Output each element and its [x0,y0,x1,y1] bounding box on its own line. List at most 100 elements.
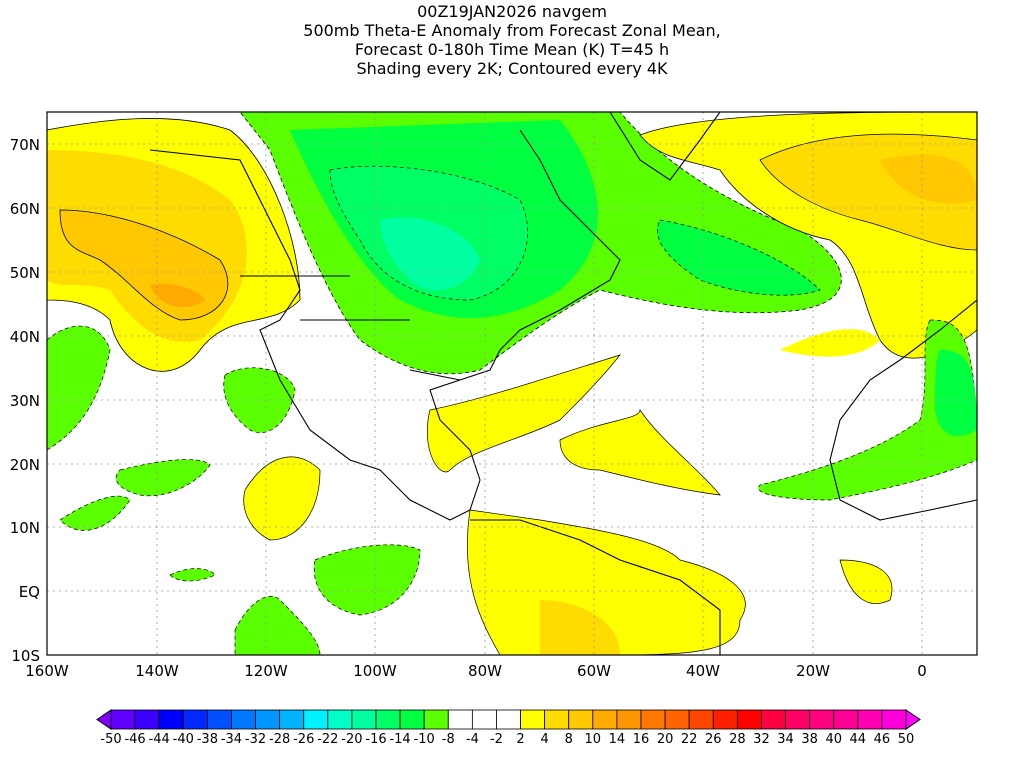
colorbar-swatch [761,709,786,730]
colorbar-label: 34 [777,732,794,747]
map-title: 00Z19JAN2026 navgem 500mb Theta-E Anomal… [0,2,1024,78]
colorbar-swatch [785,709,811,730]
colorbar-swatch [134,709,160,730]
colorbar-label: 4 [540,732,548,747]
colorbar-swatch [182,709,208,730]
lon-label: 0 [917,662,927,680]
colorbar-swatch [857,709,883,730]
lon-label: 120W [244,662,288,680]
colorbar-label: -32 [245,732,266,747]
colorbar-label: 26 [705,732,722,747]
colorbar-swatch [303,709,329,730]
colorbar-arrow-low [96,709,112,730]
colorbar-label: -44 [149,732,170,747]
colorbar-label: 22 [681,732,698,747]
colorbar-swatch [616,709,642,730]
colorbar-label: 50 [898,732,915,747]
colorbar-swatch [447,709,473,730]
colorbar-swatch [471,709,497,730]
colorbar-swatch [520,709,546,730]
colorbar-swatch [712,709,738,730]
colorbar-swatch [158,709,184,730]
coastlines [149,112,977,655]
colorbar-swatch [592,709,618,730]
lon-labels: 160W 140W 120W 100W 80W 60W 40W 20W 0 [25,662,927,680]
lat-label: 60N [10,200,40,218]
lon-label: 80W [468,662,502,680]
colorbar-swatch [809,709,835,730]
lon-label: 60W [577,662,611,680]
title-line-2: 500mb Theta-E Anomaly from Forecast Zona… [303,21,721,40]
colorbar-swatch [399,709,425,730]
lon-label: 100W [353,662,397,680]
colorbar-label: -26 [293,732,314,747]
lon-label: 140W [135,662,179,680]
colorbar-label: 38 [801,732,818,747]
map-frame [46,111,978,656]
colorbar-label: 8 [565,732,573,747]
colorbar-label: 46 [874,732,891,747]
colorbar-label: -16 [365,732,386,747]
lon-label: 40W [686,662,720,680]
colorbar-swatch [110,709,136,730]
colorbar-swatch [327,709,353,730]
colorbar-swatch [351,709,377,730]
colorbar-label: -46 [124,732,145,747]
lat-label: 70N [10,136,40,154]
colorbar-swatch [640,709,666,730]
colorbar-swatch [833,709,859,730]
colorbar-swatch [423,709,449,730]
lat-label: 10N [10,519,40,537]
title-line-1: 00Z19JAN2026 navgem [417,2,607,21]
colorbar-label: 40 [825,732,842,747]
colorbar-swatch [279,709,305,730]
colorbar-label: 44 [850,732,867,747]
colorbar-label: -14 [389,732,410,747]
colorbar-swatch [375,709,401,730]
colorbar-label: 16 [633,732,650,747]
colorbar-swatch [231,709,256,730]
colorbar-arrow-high [905,709,921,730]
lon-label: 20W [796,662,830,680]
colorbar-label: 14 [609,732,626,747]
colorbar-label: -4 [466,732,479,747]
shading-layer [47,112,977,655]
colorbar-label: -8 [442,732,455,747]
lat-label: 10S [11,647,40,665]
colorbar-label: -40 [173,732,194,747]
colorbar-swatch [688,709,714,730]
colorbar-label: 28 [729,732,746,747]
colorbar-label: -22 [317,732,338,747]
colorbar-label: -28 [269,732,290,747]
colorbar-label: 10 [585,732,602,747]
colorbar-label: -34 [221,732,242,747]
colorbar-swatch [664,709,690,730]
colorbar-label: -2 [490,732,503,747]
title-line-3: Forecast 0-180h Time Mean (K) T=45 h [354,40,670,59]
colorbar-label: 20 [657,732,674,747]
lat-label: EQ [19,583,40,601]
colorbar-swatch [736,709,762,730]
colorbar-label: -50 [100,732,121,747]
colorbar-swatch [881,709,907,730]
grid-lines [47,112,977,655]
colorbar-label: -38 [197,732,218,747]
lat-label: 40N [10,328,40,346]
lat-label: 20N [10,456,40,474]
colorbar-label: 32 [753,732,770,747]
title-line-4: Shading every 2K; Contoured every 4K [356,59,668,78]
colorbar-swatch [496,709,521,730]
colorbar-swatch [206,709,232,730]
warm-anomaly-subtropics [426,354,621,473]
colorbar-label: -10 [414,732,435,747]
colorbar-label: -20 [341,732,362,747]
lon-label: 160W [25,662,69,680]
lat-label: 30N [10,392,40,410]
lat-label: 50N [10,264,40,282]
colorbar-swatch [255,709,281,730]
lat-labels: 70N 60N 50N 40N 30N 20N 10N EQ 10S [10,136,40,665]
colorbar-swatch [568,709,594,730]
colorbar-swatch [544,709,570,730]
colorbar: -50 -46 -44 -40 -38 -34 -32 -28 -26 -22 -20 -16 -14-… [96,709,921,747]
